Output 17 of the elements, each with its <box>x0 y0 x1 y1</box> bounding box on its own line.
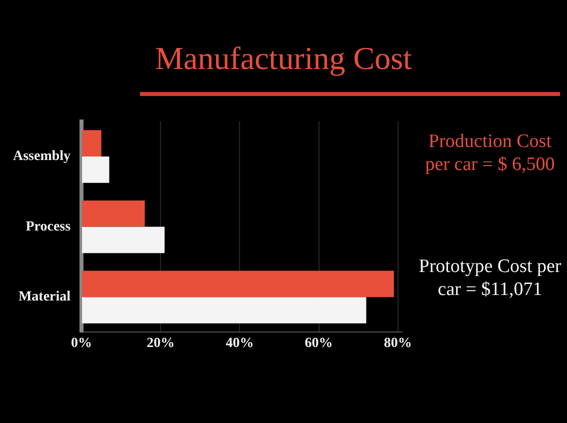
y-tick-label: Process <box>26 219 72 234</box>
x-tick-label: 0% <box>71 336 92 352</box>
bar <box>82 270 394 298</box>
x-tick-label: 60% <box>304 336 333 352</box>
bar <box>82 297 366 324</box>
x-tick-label: 40% <box>226 336 254 352</box>
x-tick-label: 20% <box>146 336 175 352</box>
bar <box>82 226 165 254</box>
bar <box>82 200 145 227</box>
y-tick-label: Material <box>18 290 71 305</box>
x-tick-label: 80% <box>384 336 412 352</box>
bar <box>82 130 102 157</box>
text: Prototype Cost per car = $11,071 <box>418 255 562 301</box>
y-tick-label: Assembly <box>12 149 71 164</box>
chart-title: Manufacturing Cost <box>154 40 413 77</box>
text: Production Cost per car = $ 6,500 <box>424 130 556 176</box>
bar <box>82 156 110 183</box>
